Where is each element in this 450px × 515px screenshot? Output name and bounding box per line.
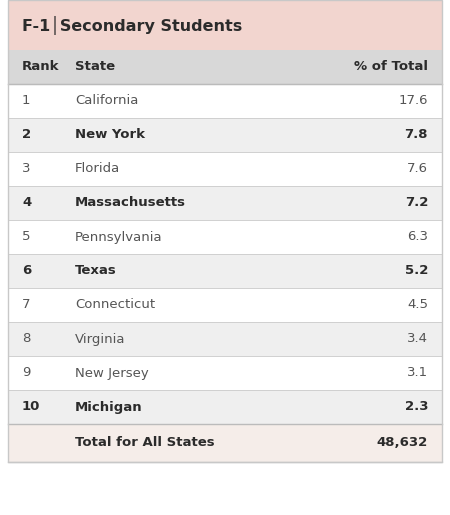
Bar — [8, 220, 442, 254]
Text: 4: 4 — [22, 197, 31, 210]
Text: 7.2: 7.2 — [405, 197, 428, 210]
Text: 3: 3 — [22, 163, 31, 176]
Text: New York: New York — [75, 129, 145, 142]
Text: 7.8: 7.8 — [405, 129, 428, 142]
Text: 2.3: 2.3 — [405, 401, 428, 414]
Text: 5.2: 5.2 — [405, 265, 428, 278]
Bar — [8, 288, 442, 322]
Text: Florida: Florida — [75, 163, 120, 176]
Text: 9: 9 — [22, 367, 31, 380]
Text: % of Total: % of Total — [354, 60, 428, 74]
Text: Rank: Rank — [22, 60, 59, 74]
Text: 7: 7 — [22, 299, 31, 312]
Bar — [8, 0, 442, 50]
Bar — [8, 0, 442, 462]
Text: New Jersey: New Jersey — [75, 367, 149, 380]
Text: 3.1: 3.1 — [407, 367, 428, 380]
Text: 17.6: 17.6 — [399, 94, 428, 108]
Text: 2: 2 — [22, 129, 31, 142]
Text: 6.3: 6.3 — [407, 231, 428, 244]
Text: 7.6: 7.6 — [407, 163, 428, 176]
Bar — [8, 152, 442, 186]
Text: 1: 1 — [22, 94, 31, 108]
Bar — [8, 50, 442, 84]
Text: Michigan: Michigan — [75, 401, 143, 414]
Text: Virginia: Virginia — [75, 333, 126, 346]
Bar — [8, 186, 442, 220]
Text: 3.4: 3.4 — [407, 333, 428, 346]
Text: 8: 8 — [22, 333, 31, 346]
Bar — [8, 254, 442, 288]
Bar — [8, 84, 442, 118]
Text: F-1│Secondary Students: F-1│Secondary Students — [22, 15, 242, 35]
Text: 48,632: 48,632 — [377, 437, 428, 450]
Bar — [8, 390, 442, 424]
Text: Connecticut: Connecticut — [75, 299, 155, 312]
Text: Texas: Texas — [75, 265, 117, 278]
Text: Pennsylvania: Pennsylvania — [75, 231, 162, 244]
Text: 6: 6 — [22, 265, 31, 278]
Text: California: California — [75, 94, 139, 108]
Text: Massachusetts: Massachusetts — [75, 197, 186, 210]
Text: State: State — [75, 60, 115, 74]
Text: 5: 5 — [22, 231, 31, 244]
Bar — [8, 322, 442, 356]
Bar — [8, 356, 442, 390]
Bar — [8, 424, 442, 462]
Text: 10: 10 — [22, 401, 40, 414]
Bar — [8, 118, 442, 152]
Text: Total for All States: Total for All States — [75, 437, 215, 450]
Text: 4.5: 4.5 — [407, 299, 428, 312]
